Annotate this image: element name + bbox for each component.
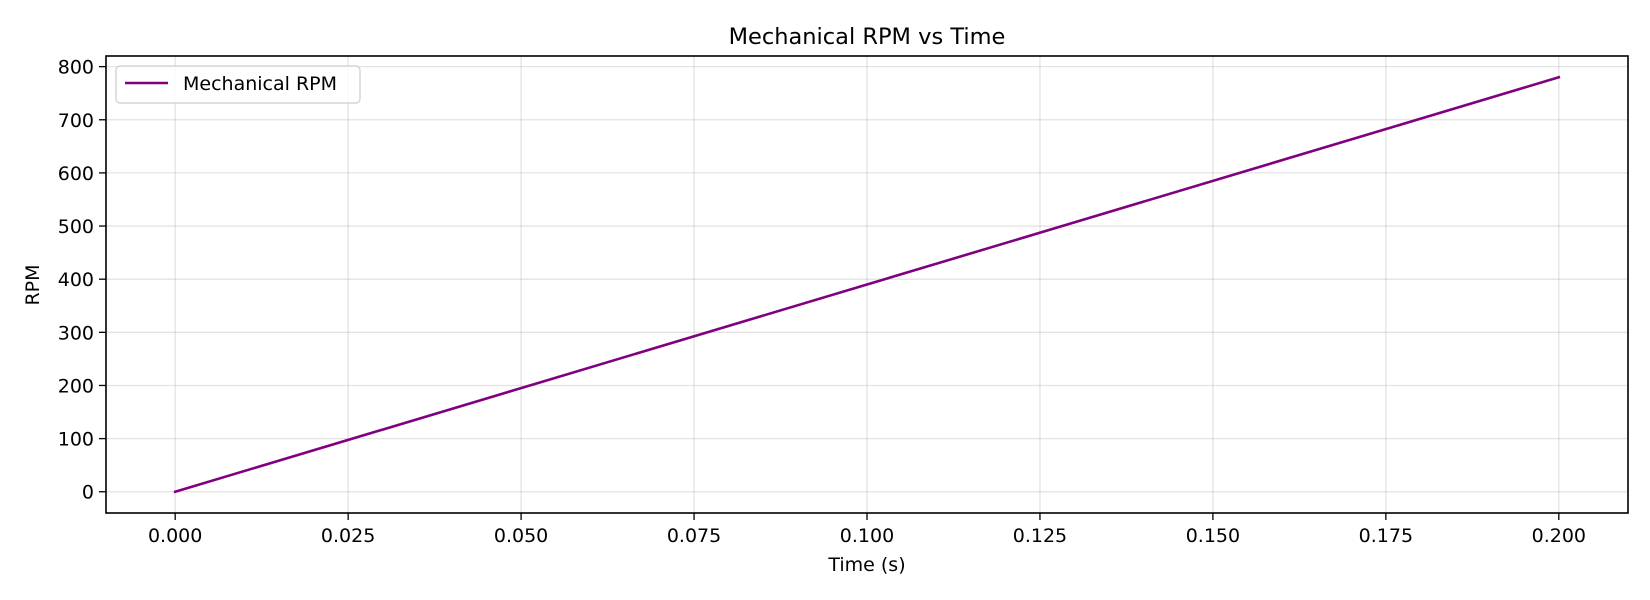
legend-frame bbox=[115, 65, 361, 104]
series-lines bbox=[173, 75, 1561, 494]
legend: Mechanical RPM bbox=[115, 65, 361, 104]
y-tick-label: 500 bbox=[58, 216, 94, 238]
x-tick-label: 0.125 bbox=[1013, 525, 1067, 547]
y-axis: 0 100 200 300 400 500 600 700 800 bbox=[58, 57, 106, 504]
x-axis-label: Time (s) bbox=[827, 554, 905, 576]
x-tick-label: 0.000 bbox=[148, 525, 202, 547]
y-tick-label: 400 bbox=[58, 269, 94, 291]
y-tick-label: 600 bbox=[58, 163, 94, 185]
x-tick-label: 0.050 bbox=[494, 525, 548, 547]
x-tick-label: 0.025 bbox=[321, 525, 375, 547]
y-tick-label: 800 bbox=[58, 57, 94, 79]
x-tick-label: 0.175 bbox=[1359, 525, 1413, 547]
x-tick-label: 0.150 bbox=[1186, 525, 1240, 547]
x-tick-label: 0.075 bbox=[667, 525, 721, 547]
y-tick-label: 700 bbox=[58, 110, 94, 132]
y-tick-label: 0 bbox=[82, 482, 94, 504]
x-tick-label: 0.200 bbox=[1532, 525, 1586, 547]
grid bbox=[106, 56, 1628, 513]
series-line-mechanical-rpm bbox=[173, 75, 1561, 494]
y-axis-label: RPM bbox=[22, 264, 44, 305]
x-tick-label: 0.100 bbox=[840, 525, 894, 547]
x-axis: 0.000 0.025 0.050 0.075 0.100 0.125 0.150 0.175… bbox=[148, 513, 1586, 547]
y-tick-label: 300 bbox=[58, 322, 94, 344]
y-tick-label: 200 bbox=[58, 375, 94, 397]
y-tick-label: 100 bbox=[58, 429, 94, 451]
chart-title: Mechanical RPM vs Time bbox=[729, 24, 1006, 50]
legend-label: Mechanical RPM bbox=[183, 73, 337, 95]
